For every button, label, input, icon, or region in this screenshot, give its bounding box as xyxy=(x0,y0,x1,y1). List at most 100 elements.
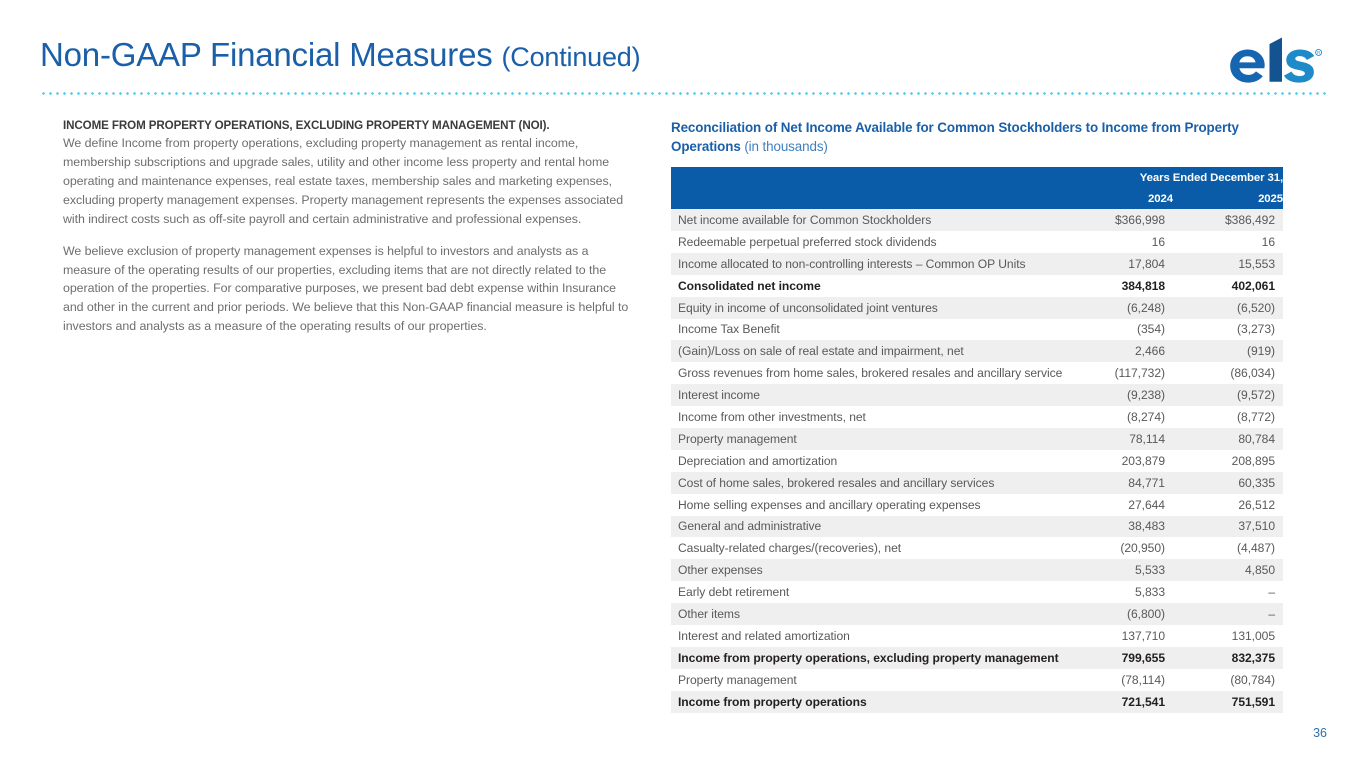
table-row: Income from property operations 721,541 75… xyxy=(671,690,1284,713)
noi-definition-block: INCOME FROM PROPERTY OPERATIONS, EXCLUDI… xyxy=(63,118,633,336)
reconciliation-heading-text: Reconciliation of Net Income Available f… xyxy=(671,120,1239,155)
table-row: Early debt retirement 5,833– xyxy=(671,581,1284,604)
table-cell-2024: 84,771 xyxy=(1063,471,1173,494)
table-cell-label: Income from property operations xyxy=(671,690,1063,713)
table-cell-2025: 16 xyxy=(1173,230,1284,253)
table-head: Years Ended December 31, 2024 2025 xyxy=(671,167,1283,210)
table-cell-label: Income allocated to non-controlling inte… xyxy=(671,252,1063,275)
table-cell-2025: 4,850 xyxy=(1173,559,1284,582)
table-cell-label: Other expenses xyxy=(671,559,1063,582)
table-cell-2024: 384,818 xyxy=(1063,274,1173,297)
table-cell-2024: 137,710 xyxy=(1063,624,1173,647)
table-cell-label: Equity in income of unconsolidated joint… xyxy=(671,296,1063,319)
table-row: Income allocated to non-controlling inte… xyxy=(671,252,1284,275)
table-row: Other expenses 5,533 4,850 xyxy=(671,559,1284,582)
table-cell-2024: (6,800) xyxy=(1063,603,1173,625)
table-header-year-2025: 2025 xyxy=(1173,188,1283,210)
table-row: Redeemable perpetual preferred stock div… xyxy=(671,230,1284,253)
svg-text:R: R xyxy=(1317,50,1320,55)
table-header-period: Years Ended December 31, xyxy=(1063,167,1283,189)
table-cell-2025: (6,520) xyxy=(1173,296,1284,319)
table-cell-2024: (117,732) xyxy=(1063,362,1173,385)
table-cell-2025: 80,784 xyxy=(1173,427,1284,450)
table-cell-2025: 26,512 xyxy=(1173,493,1284,516)
table-cell-label: Net income available for Common Stockhol… xyxy=(671,209,1063,231)
table-header-blank xyxy=(671,167,1063,189)
table-cell-2024: (78,114) xyxy=(1063,668,1173,691)
table-cell-label: Casualty-related charges/(recoveries), n… xyxy=(671,537,1063,560)
table-row: Gross revenues from home sales, brokered… xyxy=(671,362,1284,385)
table-cell-2024: 16 xyxy=(1063,230,1173,253)
table-cell-label: Gross revenues from home sales, brokered… xyxy=(671,362,1063,385)
table-cell-label: Early debt retirement xyxy=(671,581,1063,604)
table-row: Interest and related amortization 137,710… xyxy=(671,624,1284,647)
table-row: Net income available for Common Stockhol… xyxy=(671,209,1284,231)
page-title-continued: (Continued) xyxy=(501,42,641,72)
table-row: Equity in income of unconsolidated joint… xyxy=(671,296,1284,319)
table-row: Income from other investments, net (8,274… xyxy=(671,406,1284,428)
table-cell-2025: – xyxy=(1173,603,1284,625)
noi-paragraph-2: We believe exclusion of property managem… xyxy=(63,243,629,334)
table-row: Property management 78,114 80,784 xyxy=(671,427,1284,450)
table-cell-2025: 751,591 xyxy=(1173,690,1284,713)
table-row: Cost of home sales, brokered resales and… xyxy=(671,471,1284,494)
table-cell-2025: 402,061 xyxy=(1173,274,1284,297)
table-cell-2025: 131,005 xyxy=(1173,624,1284,647)
table-cell-2025: (9,572) xyxy=(1173,384,1284,407)
table-cell-2024: 799,655 xyxy=(1063,646,1173,669)
page-title: Non-GAAP Financial Measures (Continued) xyxy=(40,36,641,74)
table-cell-2025: (4,487) xyxy=(1173,537,1284,560)
table-row: Income from property operations, excludi… xyxy=(671,646,1284,669)
reconciliation-table: Years Ended December 31, 2024 2025 Net i… xyxy=(671,167,1284,713)
page-title-main: Non-GAAP Financial Measures xyxy=(40,36,493,73)
table-cell-2024: 78,114 xyxy=(1063,427,1173,450)
table-cell-2025: (80,784) xyxy=(1173,668,1284,691)
reconciliation-block: Reconciliation of Net Income Available f… xyxy=(671,118,1283,713)
table-header-year-row: 2024 2025 xyxy=(671,188,1283,210)
reconciliation-heading: Reconciliation of Net Income Available f… xyxy=(671,118,1283,156)
table-cell-label: Interest and related amortization xyxy=(671,624,1063,647)
table-cell-2025: – xyxy=(1173,581,1284,604)
title-divider xyxy=(40,92,1326,95)
table-header-blank-2 xyxy=(671,188,1063,210)
table-cell-2025: $386,492 xyxy=(1173,209,1284,231)
table-cell-2024: 203,879 xyxy=(1063,449,1173,472)
table-cell-2025: 60,335 xyxy=(1173,471,1284,494)
table-cell-label: Income from other investments, net xyxy=(671,406,1063,428)
table-row: (Gain)/Loss on sale of real estate and i… xyxy=(671,340,1284,363)
table-cell-label: Property management xyxy=(671,427,1063,450)
table-cell-2025: 832,375 xyxy=(1173,646,1284,669)
table-row: Other items (6,800) – xyxy=(671,603,1284,625)
reconciliation-heading-units: (in thousands) xyxy=(744,139,828,155)
table-cell-2024: 2,466 xyxy=(1063,340,1173,363)
table-cell-2025: (919) xyxy=(1173,340,1284,363)
els-logo-icon: R xyxy=(1230,37,1323,83)
table-cell-label: Depreciation and amortization xyxy=(671,449,1063,472)
table-cell-label: Income Tax Benefit xyxy=(671,318,1063,341)
table-cell-2024: (20,950) xyxy=(1063,537,1173,560)
table-row: Depreciation and amortization 203,879 208,… xyxy=(671,449,1284,472)
table-row: Property management (78,114) (80,784) xyxy=(671,668,1284,691)
table-body: Net income available for Common Stockhol… xyxy=(671,209,1284,713)
table-cell-label: Consolidated net income xyxy=(671,274,1063,297)
table-cell-label: Income from property operations, excludi… xyxy=(671,646,1063,669)
table-row: Consolidated net income 384,818 402,061 xyxy=(671,274,1284,297)
table-cell-2025: (3,273) xyxy=(1173,318,1284,341)
table-cell-2024: 17,804 xyxy=(1063,252,1173,275)
table-cell-2024: (354) xyxy=(1063,318,1173,341)
table-cell-2025: (86,034) xyxy=(1173,362,1284,385)
els-logo: R xyxy=(1227,36,1323,84)
table-row: Interest income (9,238) (9,572) xyxy=(671,384,1284,407)
table-cell-label: Other items xyxy=(671,603,1063,625)
noi-paragraph-1: We define Income from property operation… xyxy=(63,136,624,226)
table-cell-2024: (6,248) xyxy=(1063,296,1173,319)
table-cell-2024: $366,998 xyxy=(1063,209,1173,231)
table-cell-2025: 15,553 xyxy=(1173,252,1284,275)
table-header-span-row: Years Ended December 31, xyxy=(671,167,1283,189)
table-cell-label: General and administrative xyxy=(671,515,1063,538)
table-cell-2025: (8,772) xyxy=(1173,406,1284,428)
table-cell-2024: 27,644 xyxy=(1063,493,1173,516)
table-cell-2024: 721,541 xyxy=(1063,690,1173,713)
table-cell-2024: 5,533 xyxy=(1063,559,1173,582)
table-cell-label: Interest income xyxy=(671,384,1063,407)
